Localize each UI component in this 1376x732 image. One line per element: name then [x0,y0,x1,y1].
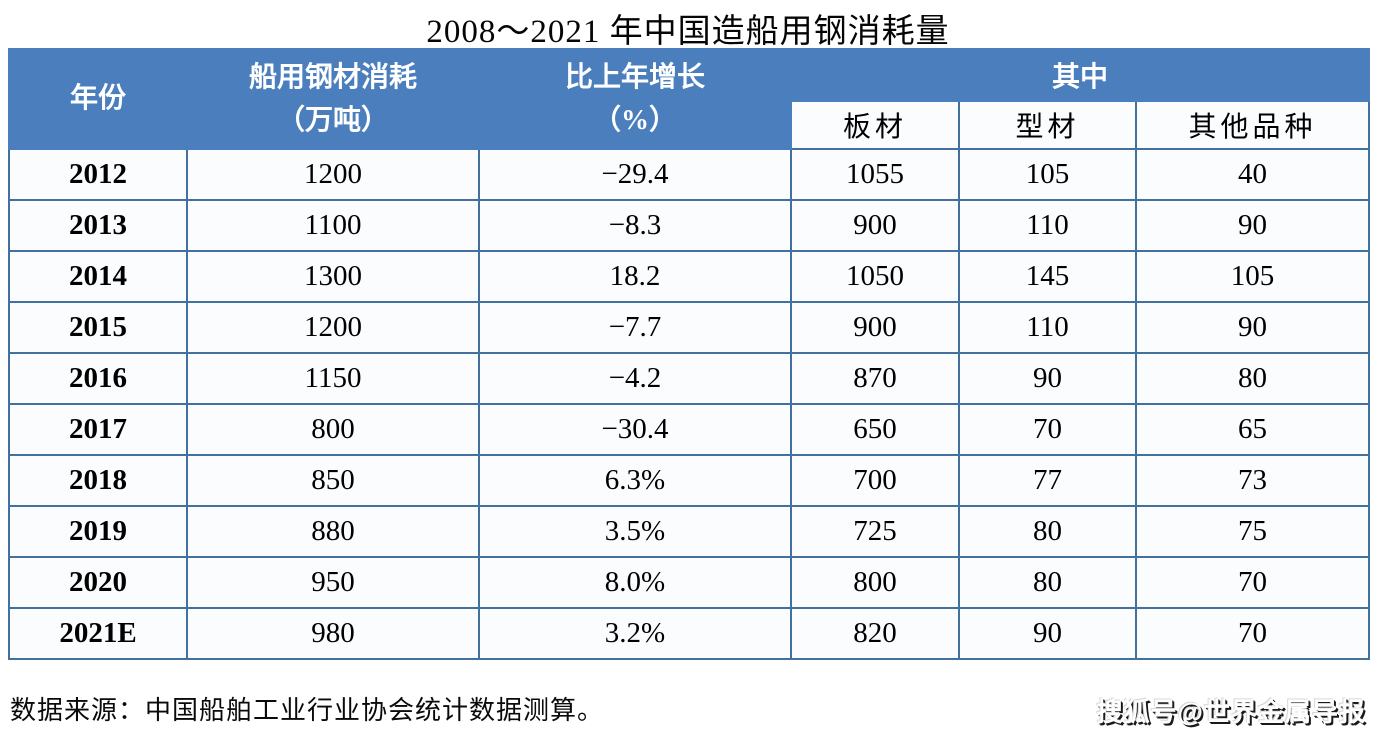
table-row: 2021E 980 3.2% 820 90 70 [8,607,1371,660]
table-row: 2015 1200 −7.7 900 110 90 [8,301,1371,354]
cell-profile: 110 [958,301,1137,354]
cell-profile: 90 [958,352,1137,405]
cell-consumption: 880 [186,505,480,558]
cell-other: 65 [1134,403,1371,456]
cell-year: 2013 [8,199,188,252]
cell-year: 2014 [8,250,188,303]
header-growth: 比上年增长 （%） [478,48,792,150]
cell-other: 73 [1134,454,1371,507]
cell-profile: 80 [958,556,1137,609]
cell-year: 2018 [8,454,188,507]
cell-other: 70 [1134,556,1371,609]
cell-year: 2016 [8,352,188,405]
header-growth-line1: 比上年增长 [564,61,705,93]
cell-profile: 110 [958,199,1137,252]
cell-year: 2020 [8,556,188,609]
cell-growth: 18.2 [478,250,792,303]
cell-growth: 3.5% [478,505,792,558]
cell-profile: 70 [958,403,1137,456]
cell-profile: 145 [958,250,1137,303]
cell-profile: 105 [958,148,1137,201]
cell-year: 2015 [8,301,188,354]
cell-growth: −7.7 [478,301,792,354]
cell-plate: 900 [790,199,960,252]
cell-plate: 700 [790,454,960,507]
header-of-which: 其中 [789,48,1371,102]
header-profile: 型材 [958,100,1137,150]
cell-other: 90 [1134,301,1371,354]
header-consumption-line1: 船用钢材消耗 [248,61,417,93]
header-growth-line2: （%） [592,105,677,136]
cell-plate: 1055 [790,148,960,201]
cell-other: 80 [1134,352,1371,405]
header-plate: 板材 [790,100,960,150]
table-row: 2020 950 8.0% 800 80 70 [8,556,1371,609]
table-row: 2017 800 −30.4 650 70 65 [8,403,1371,456]
cell-other: 90 [1134,199,1371,252]
cell-plate: 1050 [790,250,960,303]
cell-growth: 8.0% [478,556,792,609]
cell-growth: −8.3 [478,199,792,252]
page-title: 2008～2021 年中国造船用钢消耗量 [426,14,950,50]
table-row: 2018 850 6.3% 700 77 73 [8,454,1371,507]
cell-profile: 90 [958,607,1137,660]
cell-consumption: 1300 [186,250,480,303]
cell-plate: 870 [790,352,960,405]
cell-growth: −29.4 [478,148,792,201]
cell-profile: 77 [958,454,1137,507]
sohu-watermark: 搜狐号@世界金属导报 [1096,697,1366,727]
cell-year: 2021E [8,607,188,660]
cell-consumption: 950 [186,556,480,609]
cell-growth: 3.2% [478,607,792,660]
header-consumption-line2: （万吨） [276,105,389,136]
cell-year: 2012 [8,148,188,201]
table-row: 2016 1150 −4.2 870 90 80 [8,352,1371,405]
cell-growth: 6.3% [478,454,792,507]
cell-other: 105 [1134,250,1371,303]
table-body: 2012 1200 −29.4 1055 105 40 2013 1100 −8.3 900 110… [8,148,1371,660]
cell-consumption: 1100 [186,199,480,252]
cell-profile: 80 [958,505,1137,558]
header-year: 年份 [8,48,188,150]
table-row: 2013 1100 −8.3 900 110 90 [8,199,1371,252]
cell-other: 75 [1134,505,1371,558]
cell-plate: 725 [790,505,960,558]
steel-consumption-table: 年份 船用钢材消耗 （万吨） 比上年增长 （%） 其中 板材 型材 其他品种 2… [8,48,1371,660]
table-row: 2012 1200 −29.4 1055 105 40 [8,148,1371,201]
table-row: 2014 1300 18.2 1050 145 105 [8,250,1371,303]
cell-plate: 900 [790,301,960,354]
data-source-note: 数据来源：中国船舶工业行业协会统计数据测算。 [10,695,605,725]
cell-consumption: 800 [186,403,480,456]
cell-growth: −30.4 [478,403,792,456]
cell-other: 70 [1134,607,1371,660]
cell-plate: 800 [790,556,960,609]
cell-growth: −4.2 [478,352,792,405]
header-consumption: 船用钢材消耗 （万吨） [186,48,480,150]
cell-other: 40 [1134,148,1371,201]
cell-consumption: 1200 [186,301,480,354]
table-header: 年份 船用钢材消耗 （万吨） 比上年增长 （%） 其中 板材 型材 其他品种 [8,48,1371,150]
cell-consumption: 980 [186,607,480,660]
cell-consumption: 850 [186,454,480,507]
cell-plate: 650 [790,403,960,456]
header-other: 其他品种 [1134,100,1371,150]
cell-consumption: 1150 [186,352,480,405]
cell-year: 2017 [8,403,188,456]
cell-plate: 820 [790,607,960,660]
cell-year: 2019 [8,505,188,558]
cell-consumption: 1200 [186,148,480,201]
header-year-label: 年份 [69,83,126,115]
table-row: 2019 880 3.5% 725 80 75 [8,505,1371,558]
